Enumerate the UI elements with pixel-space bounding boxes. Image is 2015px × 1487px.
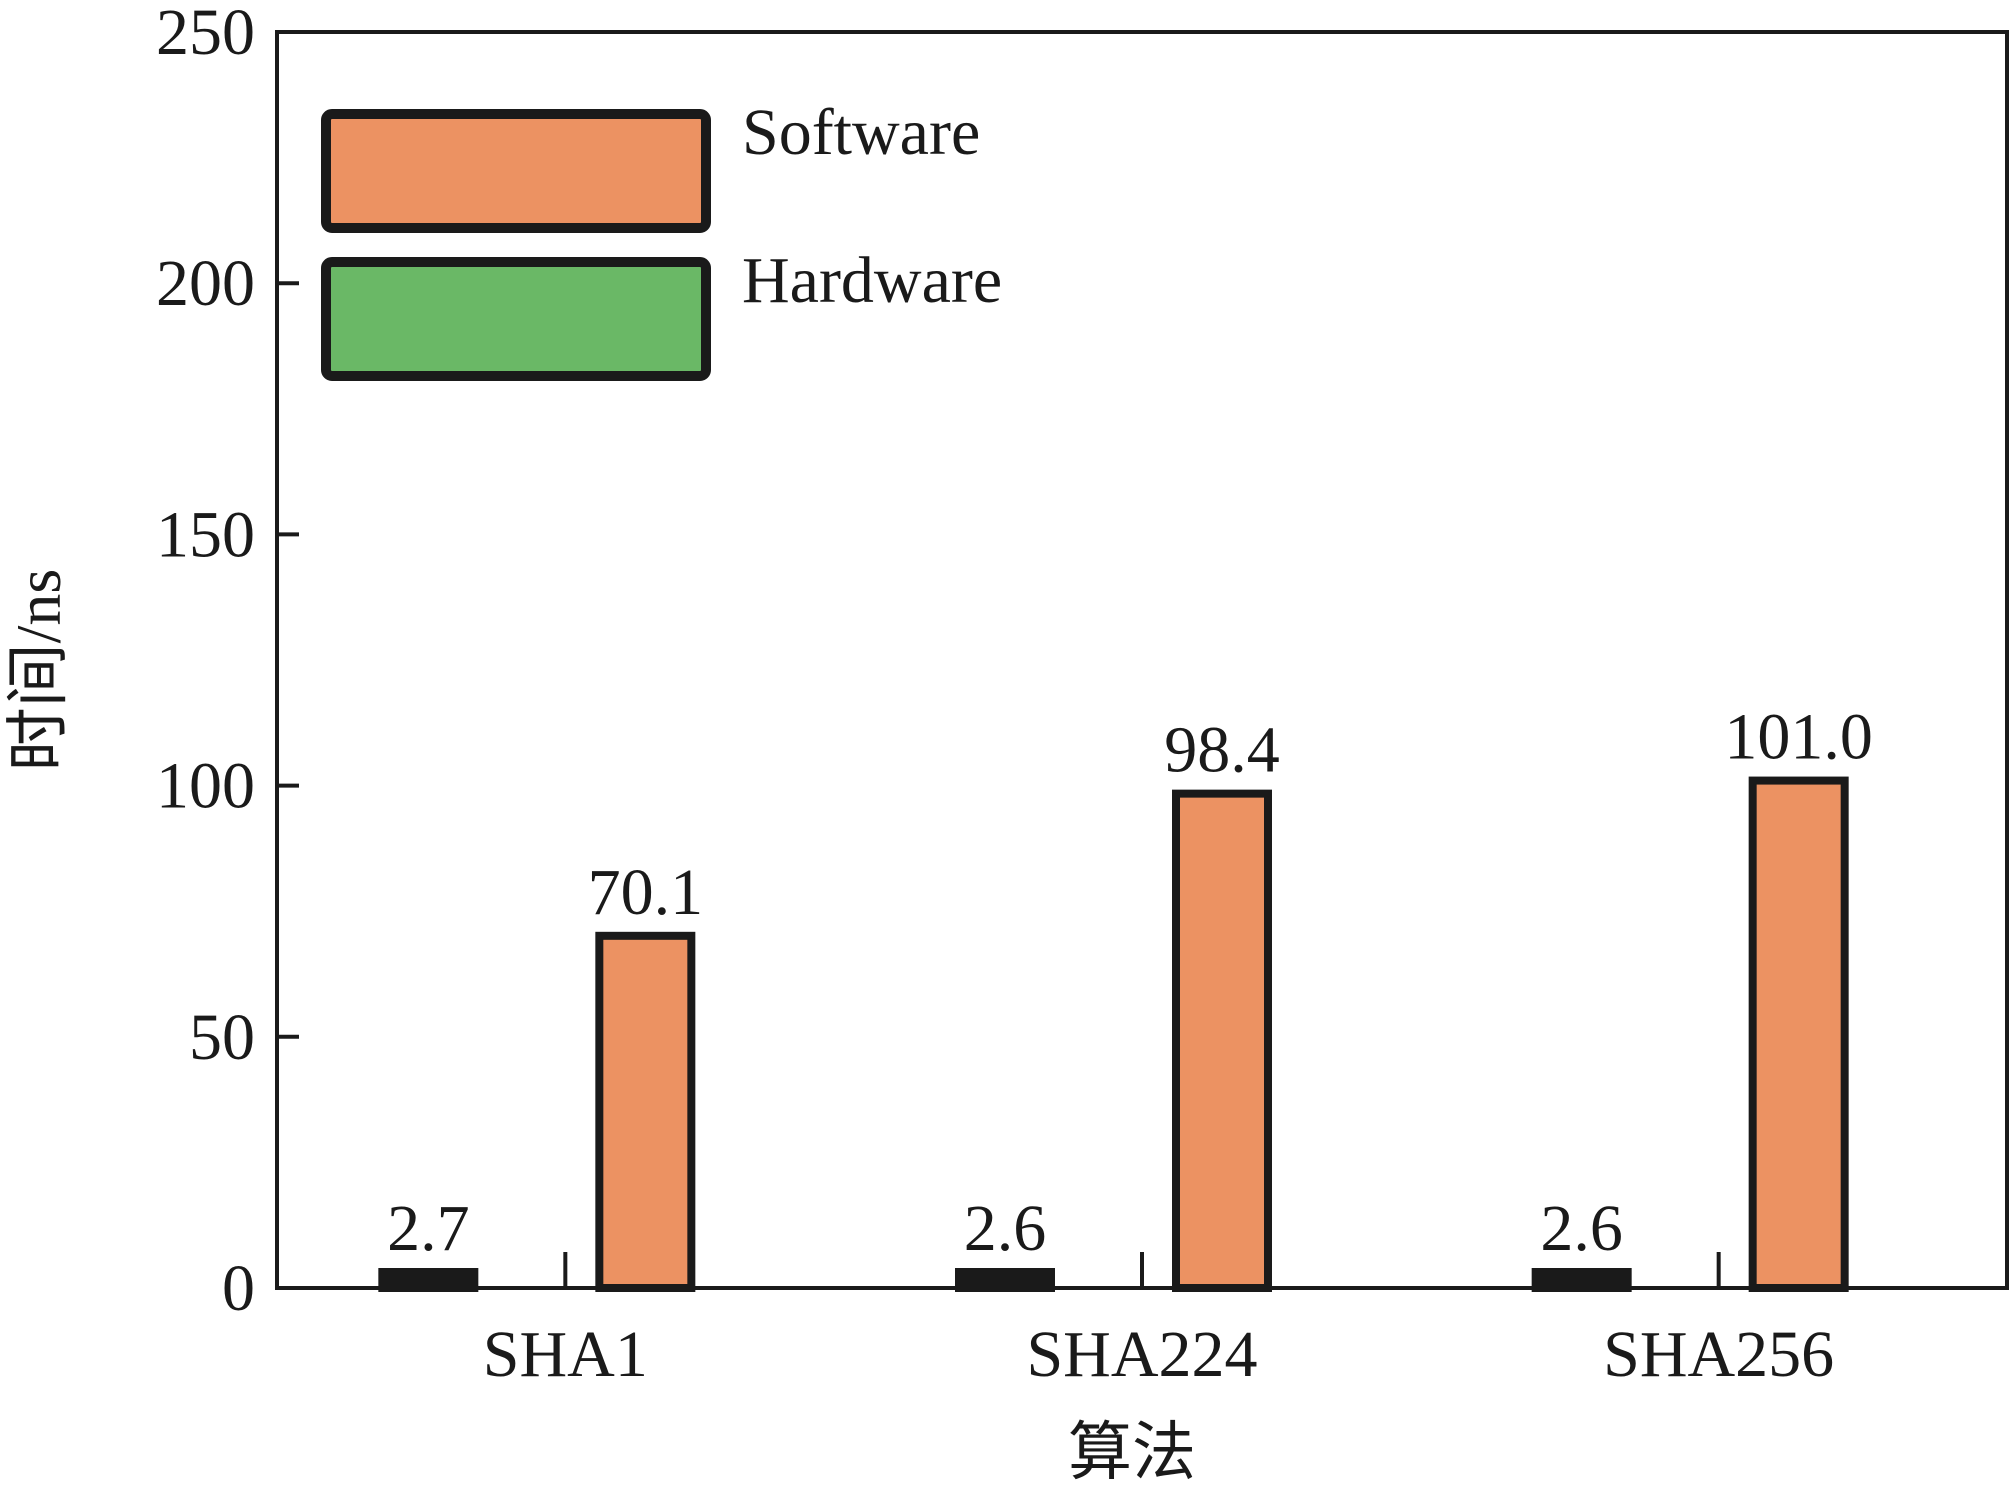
x-tick-label: SHA224: [1026, 1318, 1257, 1391]
legend: Software Hardware: [321, 96, 1002, 381]
y-tick-label: 150: [156, 498, 255, 571]
x-axis-title: 算法: [1068, 1417, 1196, 1487]
x-tick-label: SHA256: [1603, 1318, 1834, 1391]
data-label: 101.0: [1724, 701, 1873, 774]
legend-label-software: Software: [742, 96, 980, 169]
data-label: 98.4: [1164, 714, 1280, 787]
y-tick-label: 50: [189, 1001, 255, 1074]
y-tick-label: 250: [156, 0, 255, 69]
data-label: 2.6: [1540, 1192, 1623, 1265]
y-tick-label: 100: [156, 750, 255, 823]
data-label: 2.6: [964, 1192, 1047, 1265]
x-tick-label: SHA1: [483, 1318, 648, 1391]
x-axis: SHA1 SHA224 SHA256: [483, 1252, 1834, 1391]
bar-hardware-sha256: [1531, 1268, 1632, 1292]
bar-hardware-sha224: [955, 1268, 1055, 1292]
legend-label-hardware: Hardware: [742, 244, 1002, 317]
y-tick-label: 0: [222, 1252, 255, 1325]
y-axis-title: 时间/ns: [3, 569, 74, 772]
y-axis: 0 50 100 150 200 250: [156, 0, 299, 1325]
bar-software-sha256: [1748, 776, 1849, 1292]
bar-software-sha224: [1172, 789, 1272, 1293]
bar-software-sha1: [595, 931, 696, 1293]
plot-frame: [275, 30, 2009, 1290]
legend-swatch-software: [321, 109, 711, 233]
bars: 2.7 70.1 2.6 98.4 2.6 101.0: [378, 701, 1873, 1293]
bar-hardware-sha1: [378, 1268, 479, 1292]
y-tick-label: 200: [156, 247, 255, 320]
data-label: 2.7: [387, 1192, 470, 1265]
data-label: 70.1: [588, 856, 704, 929]
legend-swatch-hardware: [321, 257, 711, 381]
